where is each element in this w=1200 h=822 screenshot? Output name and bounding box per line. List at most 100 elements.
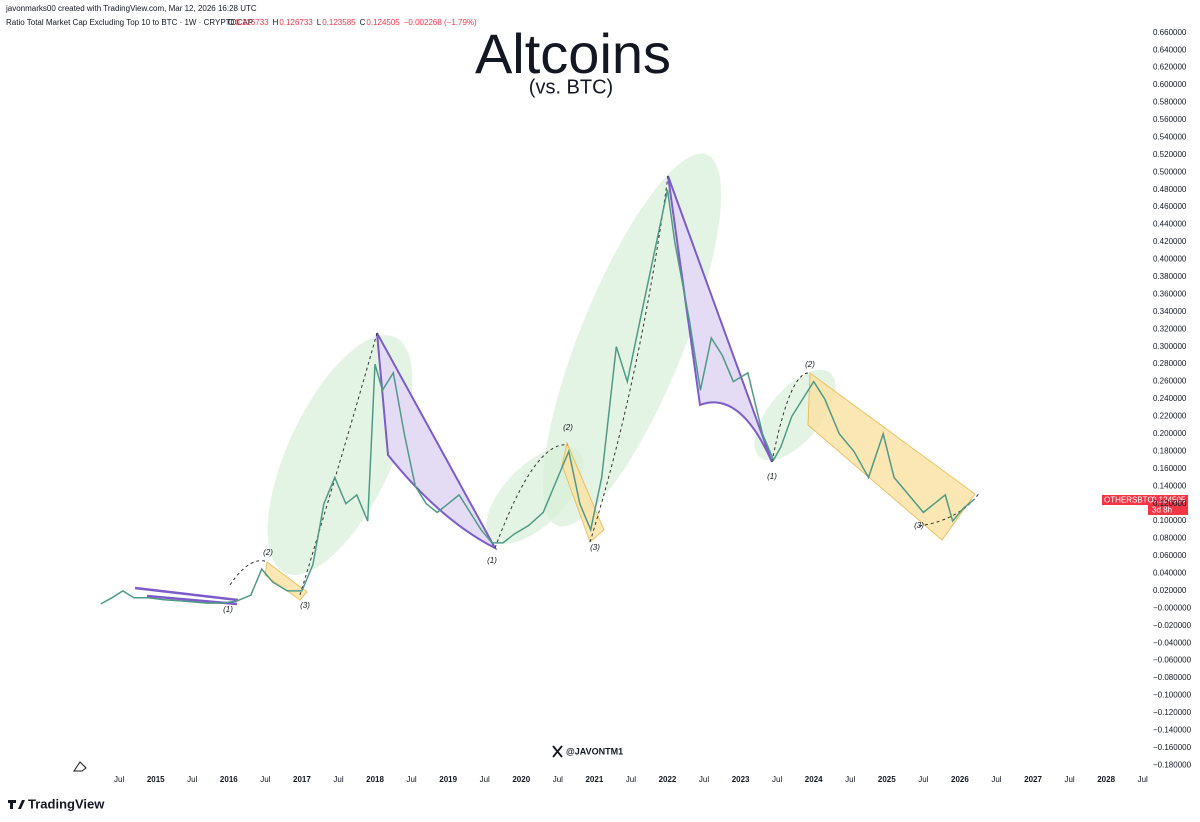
wave-label: (3) (590, 543, 600, 552)
x-tick-label: 2027 (1024, 775, 1042, 784)
ohlc-value: 0.124505 (366, 18, 400, 27)
chart-title: Altcoins (475, 22, 671, 85)
price-label-countdown: 3d 8h (1152, 506, 1172, 515)
symbol: Ratio Total Market Cap Excluding Top 10 … (6, 18, 253, 27)
x-tick-label: 2028 (1097, 775, 1115, 784)
watermark: @JAVONTM1 (566, 746, 623, 756)
y-tick-label: −0.180000 (1153, 760, 1192, 769)
x-tick-label: 2023 (732, 775, 750, 784)
channel (807, 372, 976, 541)
y-tick-label: 0.180000 (1153, 446, 1187, 455)
x-tick-label: 2026 (951, 775, 969, 784)
y-tick-label: 0.340000 (1153, 307, 1187, 316)
y-tick-label: 0.240000 (1153, 394, 1187, 403)
price-label-name: OTHERSBTC (1104, 496, 1154, 505)
y-tick-label: 0.160000 (1153, 464, 1187, 473)
x-tick-label: Jul (1138, 775, 1148, 784)
wave-label: (2) (263, 548, 273, 557)
x-tick-label: Jul (918, 775, 928, 784)
y-tick-label: 0.440000 (1153, 220, 1187, 229)
x-tick-label: Jul (187, 775, 197, 784)
y-tick-label: 0.120000 (1153, 499, 1187, 508)
wave-label: (3) (914, 521, 924, 530)
chart-subtitle: (vs. BTC) (529, 76, 613, 98)
y-tick-label: 0.540000 (1153, 132, 1187, 141)
y-tick-label: −0.100000 (1153, 691, 1192, 700)
cycle-ellipse (542, 153, 722, 527)
y-tick-label: 0.380000 (1153, 272, 1187, 281)
tv-logo (8, 800, 25, 809)
x-tick-label: Jul (260, 775, 270, 784)
x-tick-label: Jul (406, 775, 416, 784)
y-tick-label: 0.280000 (1153, 359, 1187, 368)
y-tick-label: −0.000000 (1153, 603, 1192, 612)
wave-label: (2) (563, 423, 573, 432)
y-tick-label: 0.620000 (1153, 63, 1187, 72)
x-tick-label: Jul (626, 775, 636, 784)
wave-label: (3) (300, 601, 310, 610)
ohlc-key: O (228, 18, 234, 27)
y-tick-label: 0.560000 (1153, 115, 1187, 124)
y-tick-label: −0.020000 (1153, 621, 1192, 630)
x-tick-label: Jul (480, 775, 490, 784)
y-tick-label: 0.060000 (1153, 551, 1187, 560)
y-tick-label: 0.580000 (1153, 98, 1187, 107)
y-tick-label: 0.040000 (1153, 569, 1187, 578)
y-tick-label: 0.020000 (1153, 586, 1187, 595)
x-tick-label: 2019 (439, 775, 457, 784)
y-tick-label: 0.220000 (1153, 412, 1187, 421)
y-tick-label: 0.640000 (1153, 45, 1187, 54)
x-tick-label: Jul (991, 775, 1001, 784)
x-tick-label: Jul (772, 775, 782, 784)
y-tick-label: 0.200000 (1153, 429, 1187, 438)
y-tick-label: 0.260000 (1153, 377, 1187, 386)
y-tick-label: −0.120000 (1153, 708, 1192, 717)
decline-wedge (376, 332, 498, 551)
change: −0.002268 (−1.79%) (404, 18, 477, 27)
footer: TradingView (28, 796, 105, 811)
x-logo (552, 745, 563, 758)
ohlc-value: 0.126733 (279, 18, 313, 27)
y-tick-label: 0.500000 (1153, 167, 1187, 176)
price-label-value: 0.124505 (1152, 496, 1186, 505)
x-tick-label: Jul (553, 775, 563, 784)
x-tick-label: Jul (845, 775, 855, 784)
x-tick-label: 2021 (585, 775, 603, 784)
x-tick-label: 2022 (659, 775, 677, 784)
y-tick-label: −0.040000 (1153, 638, 1192, 647)
x-tick-label: 2024 (805, 775, 823, 784)
x-tick-label: Jul (699, 775, 709, 784)
x-tick-label: 2025 (878, 775, 896, 784)
header: javonmarks00 created with TradingView.co… (5, 4, 257, 13)
ohlc-key: L (317, 18, 322, 27)
y-tick-label: 0.460000 (1153, 202, 1187, 211)
ohlc-value: 0.123585 (322, 18, 356, 27)
countdown-box (1148, 505, 1188, 515)
ohlc-key: C (360, 18, 366, 27)
x-tick-label: 2020 (512, 775, 530, 784)
x-tick-label: Jul (114, 775, 124, 784)
price-label-box (1102, 495, 1188, 505)
decline-wedge (667, 175, 773, 463)
ohlc-value: 0.126733 (235, 18, 269, 27)
wave-label: (1) (767, 472, 777, 481)
y-tick-label: 0.520000 (1153, 150, 1187, 159)
x-tick-label: 2017 (293, 775, 311, 784)
y-tick-label: 0.660000 (1153, 28, 1187, 37)
wave-label: (1) (223, 605, 233, 614)
y-tick-label: −0.140000 (1153, 726, 1192, 735)
y-tick-label: −0.160000 (1153, 743, 1192, 752)
y-tick-label: −0.080000 (1153, 673, 1192, 682)
wave-label: (2) (805, 360, 815, 369)
y-tick-label: 0.140000 (1153, 481, 1187, 490)
cycle-ellipse (267, 335, 413, 575)
y-tick-label: 0.320000 (1153, 324, 1187, 333)
y-tick-label: 0.100000 (1153, 516, 1187, 525)
ohlc-key: H (273, 18, 279, 27)
x-tick-label: 2018 (366, 775, 384, 784)
y-tick-label: −0.060000 (1153, 656, 1192, 665)
wave-label: (1) (487, 556, 497, 565)
y-tick-label: 0.600000 (1153, 80, 1187, 89)
x-tick-label: Jul (333, 775, 343, 784)
